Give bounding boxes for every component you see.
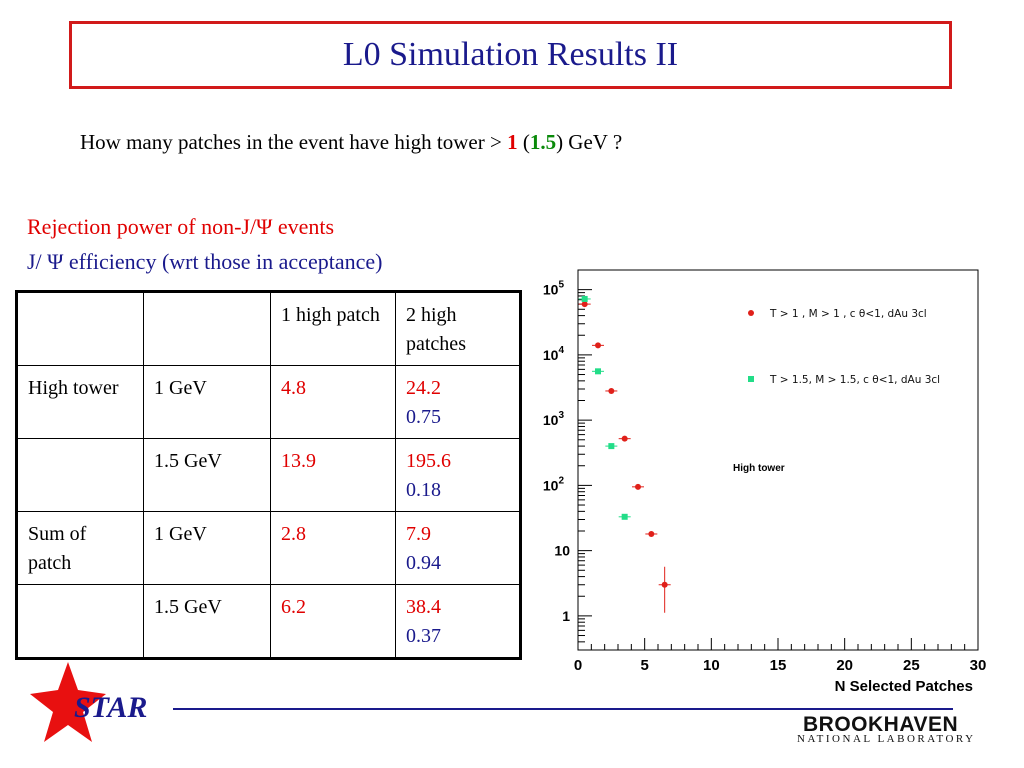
star-logo-icon (30, 662, 106, 742)
plot-frame (577, 269, 979, 651)
x-tick-label: 10 (703, 657, 720, 674)
row-label: High tower (16, 365, 144, 439)
data-point (608, 443, 615, 450)
two-patch-efficiency: 0.75 (406, 406, 441, 428)
row-label (16, 584, 144, 659)
two-patch-rejection: 38.4 (406, 596, 441, 618)
two-patch-rejection: 7.9 (406, 523, 431, 545)
question-mid: ( (517, 130, 530, 154)
brookhaven-logo: BROOKHAVEN (803, 713, 959, 736)
y-tick-label: 10 (554, 543, 570, 559)
x-tick-label: 30 (970, 657, 987, 674)
y-tick-label: 105 (543, 280, 565, 298)
rejection-line: Rejection power of non-J/Ψ events (27, 214, 335, 239)
row-threshold: 1.5 GeV (143, 438, 271, 512)
table-row: Sum of patch 1 GeV 2.8 7.9 0.94 (16, 511, 521, 585)
table-row: High tower 1 GeV 4.8 24.2 0.75 (16, 365, 521, 439)
question-value-2: 1.5 (529, 130, 557, 154)
table-row: 1.5 GeV 13.9 195.6 0.18 (16, 438, 521, 512)
slide-title: L0 Simulation Results II (342, 36, 679, 73)
data-point (661, 581, 668, 588)
y-tick-label: 1 (562, 608, 570, 624)
legend-marker (748, 376, 754, 382)
question-value-1: 1 (507, 130, 518, 154)
row-threshold: 1 GeV (143, 365, 271, 439)
header-cell-two-patches: 2 high patches (395, 291, 521, 366)
header-cell (143, 291, 271, 366)
data-point (635, 483, 641, 490)
one-patch-rejection: 6.2 (270, 584, 396, 659)
two-patch-cell: 38.4 0.37 (395, 584, 521, 659)
data-point (621, 513, 628, 520)
data-point (581, 295, 588, 302)
data-point (621, 435, 628, 442)
data-point (595, 342, 601, 349)
one-patch-rejection: 13.9 (270, 438, 396, 512)
two-patch-cell: 7.9 0.94 (395, 511, 521, 585)
two-patch-efficiency: 0.37 (406, 625, 441, 647)
data-point (648, 530, 655, 537)
row-label: Sum of patch (16, 511, 144, 585)
question-before: How many patches in the event have high … (80, 130, 508, 154)
x-tick-label: 0 (574, 657, 582, 674)
results-table: 1 high patch 2 high patches High tower 1… (15, 290, 522, 660)
two-patch-efficiency: 0.18 (406, 479, 441, 501)
two-patch-cell: 24.2 0.75 (395, 365, 521, 439)
x-tick-label: 25 (903, 657, 920, 674)
x-tick-label: 20 (836, 657, 853, 674)
two-patch-cell: 195.6 0.18 (395, 438, 521, 512)
y-tick-label: 103 (543, 410, 565, 428)
question-after: ) GeV ? (556, 130, 623, 154)
y-tick-label: 102 (543, 475, 565, 493)
data-point (608, 387, 615, 394)
data-point (581, 301, 588, 308)
x-tick-label: 15 (770, 657, 787, 674)
one-patch-rejection: 4.8 (270, 365, 396, 439)
star-wordmark: STAR (74, 691, 148, 724)
two-patch-rejection: 195.6 (406, 450, 451, 472)
legend-marker (748, 310, 754, 316)
question-text: How many patches in the event have high … (80, 130, 622, 155)
legend-label: T > 1 , M > 1 , c θ<1, dAu 3cl (769, 308, 927, 320)
plot-annotation: High tower (733, 463, 785, 474)
table-header-row: 1 high patch 2 high patches (16, 291, 521, 366)
brookhaven-subtitle: NATIONAL LABORATORY (797, 733, 976, 745)
legend-label: T > 1.5, M > 1.5, c θ<1, dAu 3cl (769, 374, 940, 386)
one-patch-rejection: 2.8 (270, 511, 396, 585)
row-threshold: 1 GeV (143, 511, 271, 585)
title-box: L0 Simulation Results II (69, 21, 952, 89)
y-tick-label: 104 (543, 345, 565, 363)
footer-divider (173, 708, 953, 710)
row-label (16, 438, 144, 512)
header-cell (16, 291, 144, 366)
row-threshold: 1.5 GeV (143, 584, 271, 659)
efficiency-line: J/ Ψ efficiency (wrt those in acceptance… (27, 249, 383, 274)
two-patch-rejection: 24.2 (406, 377, 441, 399)
x-axis-label: N Selected Patches (835, 678, 973, 695)
x-tick-label: 5 (640, 657, 648, 674)
two-patch-efficiency: 0.94 (406, 552, 441, 574)
header-cell-one-patch: 1 high patch (270, 291, 396, 366)
data-point (595, 368, 601, 375)
table-row: 1.5 GeV 6.2 38.4 0.37 (16, 584, 521, 659)
